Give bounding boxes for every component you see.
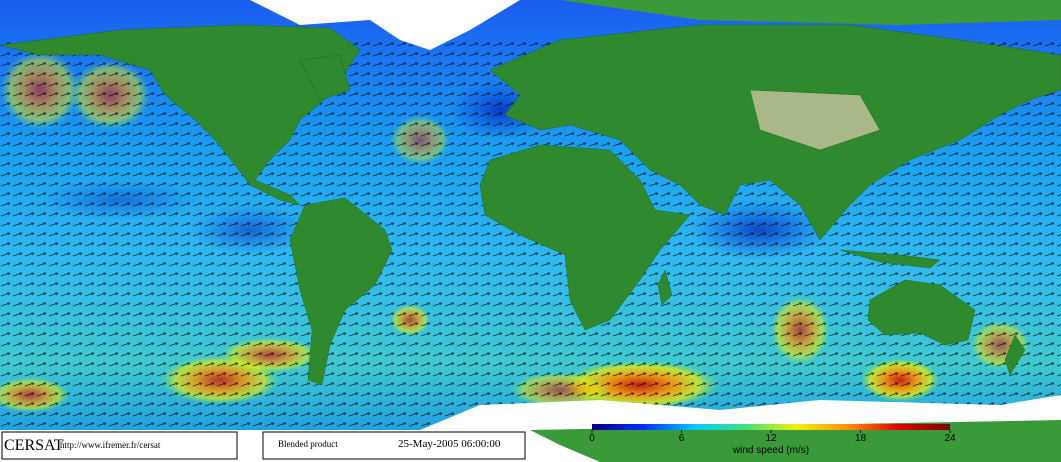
product: Blended product [278,439,338,449]
product-box [262,431,526,460]
ice [250,0,1061,430]
colorbar-label: wind speed (m/s) [732,445,809,456]
colorbar-tick-label: 18 [855,433,867,444]
land [0,24,1061,386]
url[interactable]: http://www.ifremer.fr/cersat [60,440,161,450]
logo: CERSAT [4,437,64,454]
land [530,420,1061,462]
colorbar-tick-label: 24 [944,433,956,444]
logo-box [1,431,238,460]
colorbar-tick-label: 12 [765,433,777,444]
colorbar-tick-label: 6 [679,433,685,444]
timestamp: 25-May-2005 06:00:00 [398,438,501,450]
colorbar-ticks: 0 6 12 18 24 [589,430,956,444]
colorbar [592,424,950,430]
colorbar-tick-label: 0 [589,433,595,444]
